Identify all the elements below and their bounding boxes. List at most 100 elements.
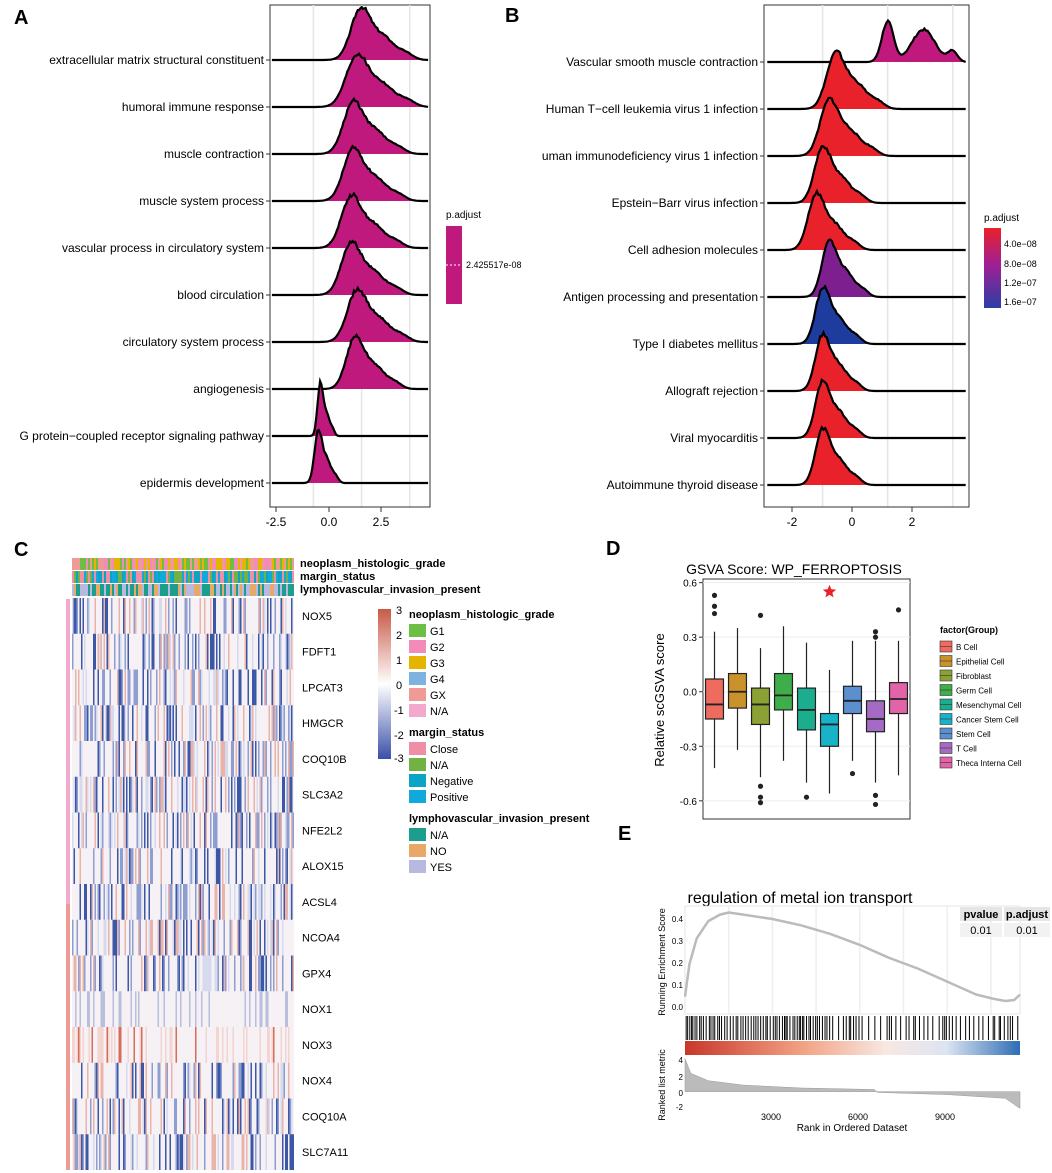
annotation-cell <box>250 558 252 570</box>
heatmap-cell <box>199 669 201 706</box>
heatmap-cell <box>267 633 269 670</box>
heatmap-cell <box>184 633 186 670</box>
annotation-cell <box>148 571 150 583</box>
heatmap-cell <box>241 955 243 992</box>
heatmap-cell <box>111 1027 113 1063</box>
heatmap-cell <box>183 919 185 956</box>
annotation-cell <box>160 584 162 596</box>
panel-a-xtick: 2.5 <box>373 515 390 529</box>
heatmap-cell <box>75 705 77 741</box>
panel-e-ytick: 0.4 <box>672 915 684 924</box>
annotation-cell <box>272 571 274 583</box>
heatmap-cell <box>175 669 177 706</box>
heatmap-cell <box>226 1027 228 1063</box>
heatmap-cell <box>165 598 167 634</box>
heatmap-cell <box>282 705 284 741</box>
annotation-cell <box>142 584 144 596</box>
panel-c-side-bar-top <box>66 599 70 904</box>
legend-item-label: GX <box>430 690 447 702</box>
legend-item-label: G2 <box>430 642 445 654</box>
heatmap-cell <box>177 955 179 992</box>
heatmap-cell <box>247 919 249 956</box>
heatmap-cell <box>204 1098 206 1135</box>
heatmap-cell <box>103 633 105 670</box>
heatmap-cell <box>100 1027 102 1063</box>
heatmap-cell <box>118 705 120 741</box>
heatmap-cell <box>79 1027 81 1063</box>
heatmap-cell <box>274 598 276 634</box>
heatmap-cell <box>117 812 119 849</box>
heatmap-cell <box>289 669 291 706</box>
heatmap-cell <box>244 991 246 1027</box>
heatmap-cell <box>273 955 275 992</box>
panel-letter-d: D <box>606 538 620 560</box>
annotation-cell <box>80 558 82 570</box>
heatmap-cell <box>162 776 164 813</box>
heatmap-cell <box>243 1134 245 1170</box>
heatmap-cell <box>258 633 260 670</box>
heatmap-cell <box>73 848 75 884</box>
annotation-cell <box>132 571 134 583</box>
heatmap-cell <box>109 705 111 741</box>
heatmap-cell <box>213 669 215 706</box>
heatmap-cell <box>237 705 239 741</box>
heatmap-cell <box>141 1062 143 1099</box>
heatmap-cell <box>286 776 288 813</box>
annotation-cell <box>284 558 286 570</box>
heatmap-cell <box>103 884 105 920</box>
heatmap-cell <box>264 848 266 884</box>
heatmap-cell <box>120 669 122 706</box>
heatmap-cell <box>190 741 192 777</box>
heatmap-cell <box>288 812 290 849</box>
panel-e-y-axis-bottom: 4 2 0 -2 <box>676 1056 684 1112</box>
heatmap-cell <box>88 1027 90 1063</box>
heatmap-cell <box>127 705 129 741</box>
heatmap-cell <box>237 1098 239 1135</box>
annotation-cell <box>152 571 154 583</box>
annotation-cell <box>242 584 244 596</box>
heatmap-cell <box>105 1134 107 1170</box>
heatmap-cell <box>126 776 128 813</box>
annotation-cell <box>126 558 128 570</box>
heatmap-cell <box>100 1062 102 1099</box>
heatmap-cell <box>222 884 224 920</box>
heatmap-cell <box>142 598 144 634</box>
heatmap-cell <box>81 1134 83 1170</box>
heatmap-cell <box>232 598 234 634</box>
annotation-cell <box>284 584 286 596</box>
heatmap-cell <box>225 741 227 777</box>
heatmap-cell <box>160 848 162 884</box>
annotation-cell <box>246 558 248 570</box>
heatmap-cell <box>184 776 186 813</box>
heatmap-cell <box>72 812 74 849</box>
heatmap-cell <box>219 633 221 670</box>
heatmap-cell <box>231 919 233 956</box>
outlier-point <box>872 629 879 635</box>
heatmap-cell <box>208 741 210 777</box>
heatmap-cell <box>94 1062 96 1099</box>
heatmap-cell <box>201 884 203 920</box>
panel-e-ylabel-bottom: Ranked list metric <box>657 1049 667 1121</box>
annotation-cell <box>184 558 186 570</box>
heatmap-cell <box>109 1098 111 1135</box>
annotation-cell <box>146 571 148 583</box>
gene-label: LPCAT3 <box>302 682 343 694</box>
panel-a-term-labels: extracellular matrix structural constitu… <box>20 53 270 490</box>
heatmap-cell <box>151 776 153 813</box>
annotation-cell <box>254 571 256 583</box>
heatmap-cell <box>150 1098 152 1135</box>
heatmap-cell <box>168 741 170 777</box>
annotation-cell <box>192 571 194 583</box>
heatmap-cell <box>159 1062 161 1099</box>
heatmap-cell <box>165 1134 167 1170</box>
heatmap-cell <box>249 1098 251 1135</box>
heatmap-cell <box>249 955 251 992</box>
panel-e-x-axis: 3000 6000 9000 Rank in Ordered Dataset <box>761 1112 955 1134</box>
legend-swatch <box>409 624 426 637</box>
heatmap-cell <box>213 812 215 849</box>
annotation-cell <box>172 584 174 596</box>
annotation-cell <box>178 558 180 570</box>
heatmap-cell <box>121 848 123 884</box>
panel-a-legend-value: 2.425517e-08 <box>466 260 522 270</box>
annotation-cell <box>284 571 286 583</box>
